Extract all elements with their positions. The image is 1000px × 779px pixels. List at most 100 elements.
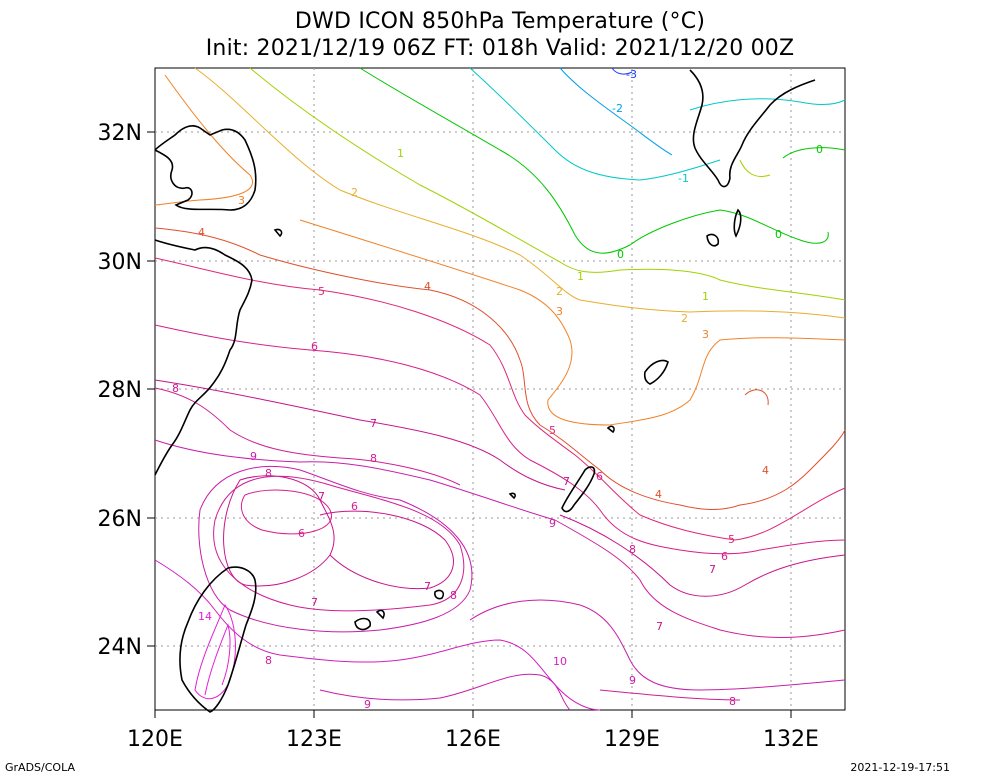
coastlines	[154, 69, 816, 713]
contour-9-loop	[198, 465, 473, 633]
map-subtitle: Init: 2021/12/19 06Z FT: 018h Valid: 202…	[205, 36, 795, 61]
contour-label-4-c: 4	[655, 488, 662, 501]
contour-label-5: 5	[318, 285, 325, 298]
contour-minus1-b	[689, 98, 846, 111]
coastline-ishigaki	[354, 617, 372, 631]
contour-label-7-e: 7	[563, 475, 570, 488]
contour-label-8-c: 8	[265, 467, 272, 480]
contour-3-west	[154, 74, 253, 206]
contour-1-b	[739, 159, 771, 177]
contour-label-minus1: -1	[678, 172, 689, 185]
contour-label-2: 2	[351, 186, 358, 199]
contour-2	[194, 67, 846, 319]
map-title: DWD ICON 850hPa Temperature (°C)	[294, 9, 706, 34]
contour-label-6-d: 6	[596, 470, 603, 483]
contour-label-7-c: 7	[311, 596, 318, 609]
contour-8	[154, 387, 461, 486]
contour-7-loop	[223, 475, 335, 587]
coastline-zhoushan	[273, 228, 283, 238]
contour-labels: -2 -3 -1 0 0 0 1 1 1 2 2 2 3 3 3 4 4 4 4…	[172, 68, 823, 711]
contours	[154, 67, 846, 711]
contour-label-7-g: 7	[709, 563, 716, 576]
footer-timestamp: 2021-12-19-17:51	[850, 761, 950, 774]
contour-9-east	[469, 599, 846, 691]
contour-4	[154, 227, 846, 510]
coastline-okinawa	[561, 466, 596, 513]
coastline-tokunoshima	[606, 425, 615, 434]
contour-8-south	[599, 689, 741, 701]
footer-software: GrADS/COLA	[5, 761, 75, 774]
contour-label-14: 14	[198, 610, 212, 623]
contour-label-0-c: 0	[816, 143, 823, 156]
coastline-miyako	[434, 589, 445, 600]
contour-label-6: 6	[311, 340, 318, 353]
contour-label-3-b: 3	[556, 305, 563, 318]
coastline-taiwan	[179, 566, 257, 713]
lat-label-28n: 28N	[98, 378, 142, 403]
graticule	[155, 68, 845, 710]
contour-14	[194, 603, 236, 700]
contour-label-minus2: -2	[612, 102, 623, 115]
contour-label-1-b: 1	[577, 270, 584, 283]
contour-7	[154, 379, 566, 491]
contour-label-8-d: 8	[450, 589, 457, 602]
coastline-amami	[643, 359, 669, 385]
contour-label-3: 3	[238, 194, 245, 207]
contour-label-4-d: 4	[762, 464, 769, 477]
lat-label-26n: 26N	[98, 507, 142, 532]
contour-label-minus3: -3	[626, 68, 637, 81]
contour-3	[299, 219, 846, 426]
contour-label-3-c: 3	[702, 328, 709, 341]
contour-minus3	[611, 67, 633, 75]
lat-label-30n: 30N	[98, 250, 142, 275]
lon-label-132e: 132E	[763, 727, 819, 752]
contour-label-8-g: 8	[729, 695, 736, 708]
contour-14-inner	[204, 623, 231, 696]
contour-label-0: 0	[617, 248, 624, 261]
contour-6-loop	[241, 489, 333, 535]
contour-label-0-b: 0	[775, 228, 782, 241]
contour-label-9: 9	[250, 450, 257, 463]
contour-8-east	[554, 519, 846, 638]
coastline-kume	[508, 492, 516, 500]
contour-label-5-c: 5	[728, 533, 735, 546]
contour-label-7-f: 7	[656, 620, 663, 633]
coastline-yangtze	[154, 125, 257, 211]
contour-label-8-b: 8	[370, 452, 377, 465]
contour-label-9-c: 9	[364, 698, 371, 711]
lat-label-32n: 32N	[98, 121, 142, 146]
contour-label-4: 4	[198, 226, 205, 239]
contour-10	[154, 559, 601, 711]
lon-label-129e: 129E	[604, 727, 660, 752]
contour-label-1: 1	[397, 147, 404, 160]
contour-label-2-c: 2	[681, 312, 688, 325]
coastline-iriomote	[375, 609, 385, 620]
contour-5	[154, 257, 846, 541]
contour-label-2-b: 2	[556, 285, 563, 298]
contour-1	[249, 67, 846, 301]
contour-4-b	[744, 389, 769, 406]
lat-label-24n: 24N	[98, 635, 142, 660]
contour-6	[154, 324, 846, 555]
lon-label-126e: 126E	[445, 727, 501, 752]
contour-label-8-f: 8	[629, 543, 636, 556]
contour-0-b	[782, 147, 846, 159]
contour-label-6-b: 6	[351, 500, 358, 513]
contour-minus1	[469, 67, 721, 181]
contour-7-loop-b	[319, 510, 454, 590]
contour-label-1-c: 1	[702, 290, 709, 303]
contour-label-7: 7	[370, 417, 377, 430]
lon-label-123e: 123E	[286, 727, 342, 752]
coastline-east-china	[154, 239, 253, 476]
lon-tick-labels: 120E 123E 126E 129E 132E	[127, 727, 819, 752]
contour-label-8-e: 8	[265, 654, 272, 667]
contour-label-6-e: 6	[721, 550, 728, 563]
coastline-kyushu	[689, 69, 816, 188]
axis-ticks	[147, 131, 792, 718]
coastline-yakushima	[706, 233, 720, 247]
lon-label-120e: 120E	[127, 727, 183, 752]
contour-label-9-b: 9	[549, 517, 556, 530]
contour-0	[359, 67, 829, 254]
contour-8-loop	[213, 475, 465, 612]
